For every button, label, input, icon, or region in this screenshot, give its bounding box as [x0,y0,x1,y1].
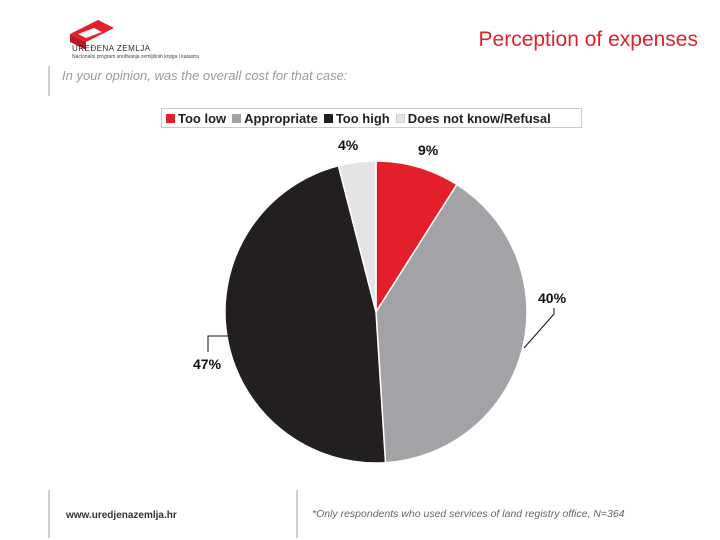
legend-label-too-low: Too low [178,110,227,126]
legend-item-does-not-know: Does not know/Refusal [395,110,551,126]
footer-url[interactable]: www.uredjenazemlja.hr [66,510,177,521]
footer-divider-left [48,490,50,538]
brand-name: UREĐENA ZEMLJA [72,44,151,53]
leader-line-too-high [207,335,228,352]
leader-line-appropriate [523,308,555,349]
footer-divider-right [296,490,298,538]
legend-item-too-high: Too high [323,110,390,126]
slice-label-too-high: 47% [193,356,222,372]
legend-swatch-too-low [166,113,175,123]
footnote: *Only respondents who used services of l… [312,508,625,520]
legend-item-too-low: Too low [166,111,226,126]
slice-label-too-low: 9% [418,142,439,158]
legend-label-too-high: Too high [335,110,390,126]
slice-too-low [375,160,458,315]
legend-swatch-appropriate [232,113,242,123]
legend-swatch-does-not-know [395,113,405,123]
legend-label-appropriate: Appropriate [244,110,318,126]
legend-label-does-not-know: Does not know/Refusal [407,110,551,126]
slice-does-not-know [337,160,377,313]
slice-label-does-not-know: 4% [338,137,359,153]
survey-question: In your opinion, was the overall cost fo… [62,68,348,83]
brand-tagline: Nacionalni program sređivanja zemljišnih… [72,54,200,60]
legend-item-appropriate: Appropriate [232,111,318,126]
chart-legend: Too low Appropriate Too high Does not kn… [161,108,582,128]
slice-appropriate [375,183,528,464]
slide-title: Perception of expenses [478,28,698,51]
brand-logo [70,20,114,50]
legend-swatch-too-high [323,113,333,123]
header-divider [48,66,50,96]
slice-label-appropriate: 40% [538,290,567,306]
